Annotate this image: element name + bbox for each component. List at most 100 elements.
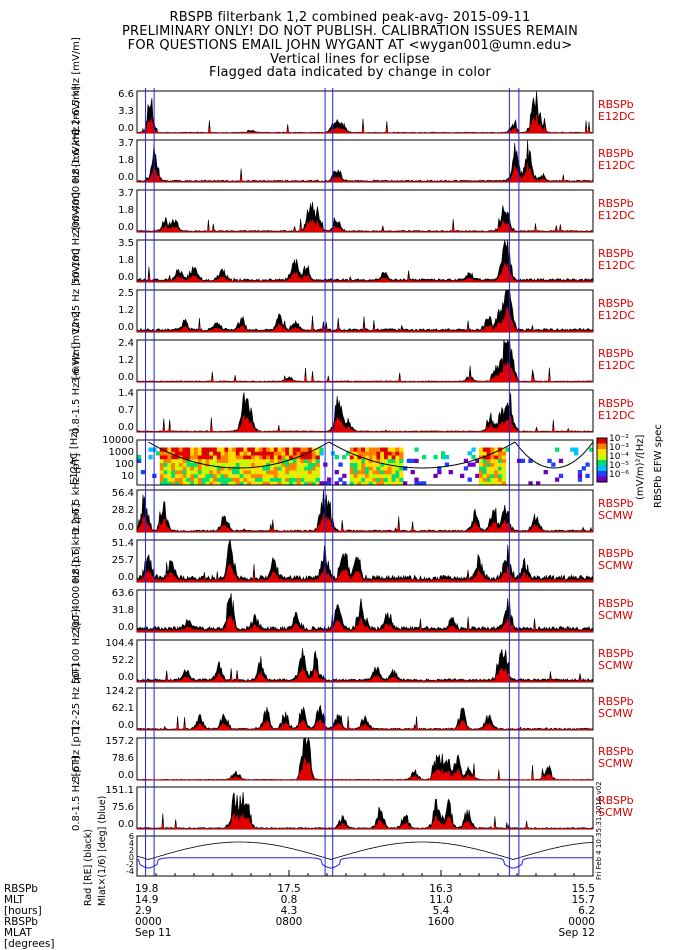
footer-row-label: RBSPb — [4, 916, 38, 928]
spectrogram-cell — [467, 462, 472, 467]
spectrogram-cell — [494, 458, 499, 463]
spectrogram-cell — [486, 451, 491, 456]
spectrogram-cell — [501, 481, 507, 486]
y-tick-label: 3.7 — [118, 138, 134, 149]
y-tick-label: 0.7 — [118, 405, 134, 416]
spectrogram-cell — [270, 466, 275, 471]
instrument-tag: E12DC — [598, 359, 636, 372]
spectrogram-cell — [220, 466, 225, 471]
y-tick-label: 28.2 — [111, 505, 134, 516]
spectrogram-cell — [368, 455, 374, 460]
spectrogram-cell — [273, 458, 279, 463]
spectrogram-cell — [167, 455, 172, 460]
spectrogram-cell — [479, 473, 484, 478]
spectrogram-cell — [467, 477, 472, 482]
spectrogram-cell — [574, 447, 579, 452]
spectrogram-cell — [395, 473, 400, 478]
footer-value: 6.2 — [578, 905, 595, 917]
spectrogram-cell — [482, 470, 488, 475]
spectrogram-cell — [148, 455, 153, 460]
spectrogram-cell — [292, 462, 298, 467]
spectrogram-cell — [433, 473, 438, 478]
spectrogram-cell — [300, 477, 305, 482]
spectrogram-cell — [349, 470, 355, 475]
spectrogram-cell — [296, 477, 301, 482]
spectrogram-cell — [182, 447, 187, 452]
peak-series — [136, 90, 594, 134]
spectrogram-cell — [304, 481, 309, 486]
average-series — [136, 758, 594, 781]
spectrogram-cell — [498, 466, 503, 471]
spectrogram-cell — [171, 477, 176, 482]
spectrogram-cell — [224, 455, 229, 460]
spectrogram-cell — [277, 462, 282, 467]
spectrogram-cell — [258, 477, 263, 482]
spectrogram-cell — [308, 481, 313, 486]
chart-title: RBSPB filterbank 1,2 combined peak-avg- … — [169, 10, 531, 25]
spectrogram-cell — [353, 455, 358, 460]
spectrogram-cell — [296, 458, 301, 463]
spectrogram-cell — [213, 451, 218, 456]
spectrogram-cell — [186, 451, 191, 456]
instrument-tag: RBSPb — [598, 497, 634, 510]
spectrogram-cell — [365, 451, 370, 456]
spectrogram-cell — [273, 470, 279, 475]
spectrogram-cell — [254, 447, 260, 452]
spectrogram-cell — [209, 462, 214, 467]
spectrogram-cell — [254, 473, 260, 478]
spectrogram-cell — [190, 466, 195, 471]
spectrogram-cell — [486, 473, 491, 478]
spectrogram-cell — [501, 451, 507, 456]
spectrogram-cell — [266, 466, 271, 471]
y-tick-label: 1.2 — [118, 355, 134, 366]
spectrogram-cell — [167, 462, 172, 467]
spectrogram-cell — [213, 447, 218, 452]
spectrogram-cell — [391, 477, 396, 482]
spectrogram-cell — [178, 447, 184, 452]
orbit-tick: -4 — [126, 867, 134, 876]
spectrogram-cell — [334, 455, 339, 460]
panel-b-6 — [136, 786, 594, 830]
spectrogram-cell — [266, 455, 271, 460]
spectrogram-cell — [167, 470, 172, 475]
spectrogram-cell — [414, 458, 419, 463]
spectrogram-cell — [163, 473, 168, 478]
spectrogram-cell — [372, 455, 377, 460]
spectrogram-cell — [384, 455, 389, 460]
spectrogram-cell — [232, 455, 237, 460]
spectrogram-cell — [175, 455, 180, 460]
spectrogram-cell — [296, 470, 301, 475]
spectrogram-cell — [486, 462, 491, 467]
spectrogram-cell — [399, 447, 404, 452]
spectrogram-cell — [205, 473, 210, 478]
spectrogram-cell — [460, 473, 465, 478]
spectrogram-cell — [292, 470, 298, 475]
spectrogram-cell — [380, 447, 385, 452]
peak-series — [136, 239, 594, 283]
average-series — [136, 362, 594, 383]
spectrogram-cell — [479, 455, 484, 460]
footer-row-label: RBSPb — [4, 883, 38, 895]
spectrogram-cell — [285, 481, 290, 486]
footer-value: 1600 — [427, 916, 455, 928]
spectrogram-cell — [376, 451, 381, 456]
spectrogram-cell — [190, 458, 195, 463]
spectrogram-cell — [482, 455, 488, 460]
spectrogram-cell — [471, 462, 476, 467]
spectrogram-panel — [136, 439, 594, 486]
spectrogram-cell — [391, 470, 396, 475]
spectrogram-cell — [140, 470, 146, 475]
spectrogram-cell — [399, 481, 404, 486]
spectrogram-cell — [391, 473, 396, 478]
y-axis-label: 0.8-1.5 Hz [mV/m] — [71, 341, 82, 434]
spectrogram-cell — [171, 481, 176, 486]
y-tick-label: 0.0 — [118, 272, 134, 283]
panel-e-1 — [136, 139, 594, 183]
panel-frame — [136, 239, 594, 283]
panel-frame — [136, 339, 594, 383]
y-tick-label: 75.6 — [111, 802, 134, 813]
spectrogram-cell — [349, 466, 355, 471]
spectrogram-cell — [232, 458, 237, 463]
spectrogram-cell — [171, 451, 176, 456]
spectrogram-cell — [235, 473, 241, 478]
